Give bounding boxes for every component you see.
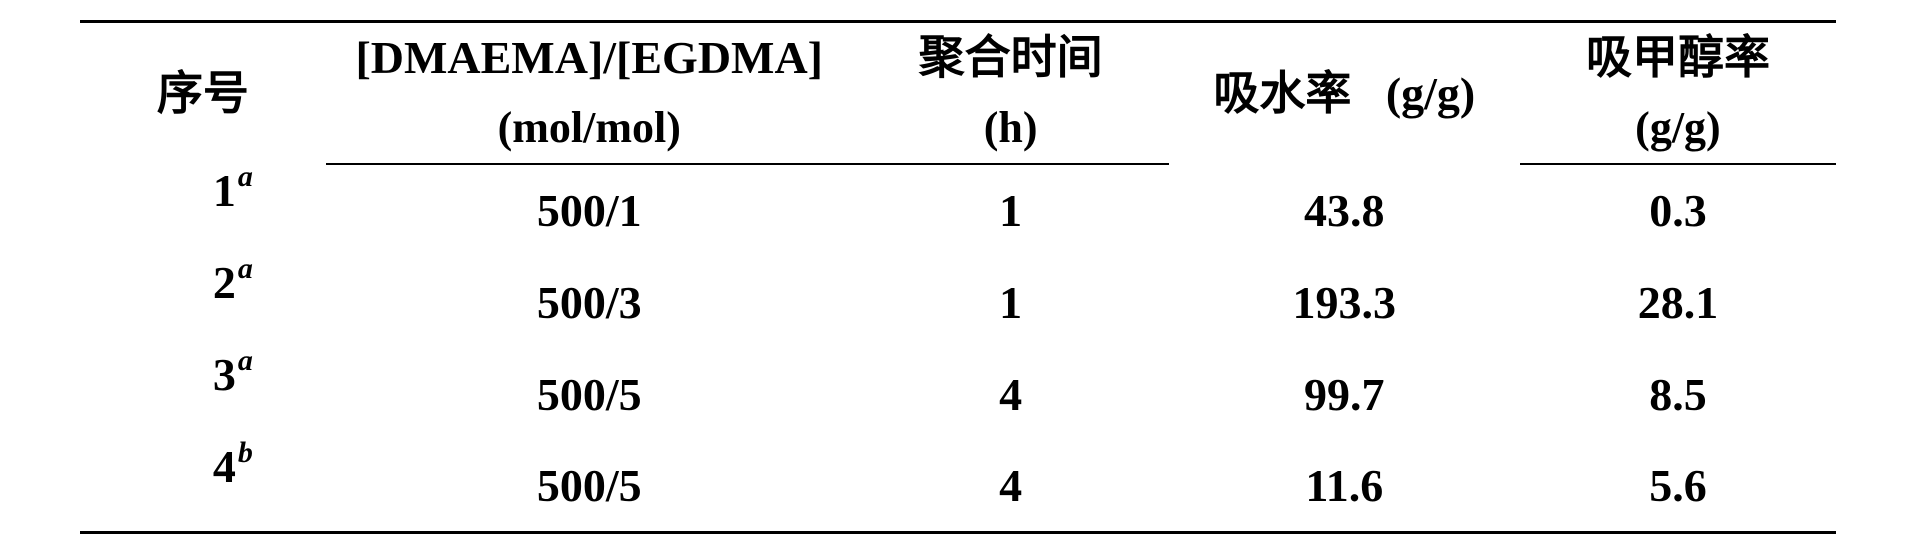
cell-seq: 2a	[80, 256, 326, 348]
cell-meoh: 0.3	[1520, 164, 1836, 256]
col-header-meoh-unit: (g/g)	[1520, 93, 1836, 164]
table-row: 3a 500/5 4 99.7 8.5	[80, 348, 1836, 440]
cell-seq: 3a	[80, 348, 326, 440]
col-header-seq: 序号	[80, 22, 326, 165]
cell-time: 4	[853, 440, 1169, 532]
col-header-time-unit: (h)	[853, 93, 1169, 164]
table-row: 4b 500/5 4 11.6 5.6	[80, 440, 1836, 532]
col-header-time: 聚合时间	[853, 22, 1169, 94]
cell-seq: 1a	[80, 164, 326, 256]
table-header: 序号 [DMAEMA]/[EGDMA] 聚合时间 吸水率 (g/g) 吸甲醇率 …	[80, 22, 1836, 165]
cell-ratio: 500/5	[326, 440, 853, 532]
cell-meoh: 28.1	[1520, 256, 1836, 348]
cell-meoh: 5.6	[1520, 440, 1836, 532]
cell-seq: 4b	[80, 440, 326, 532]
cell-time: 1	[853, 164, 1169, 256]
col-header-ratio-unit: (mol/mol)	[326, 93, 853, 164]
col-header-meoh: 吸甲醇率	[1520, 22, 1836, 94]
cell-ratio: 500/1	[326, 164, 853, 256]
cell-ratio: 500/3	[326, 256, 853, 348]
cell-time: 1	[853, 256, 1169, 348]
seq-number: 3	[213, 348, 236, 401]
cell-ratio: 500/5	[326, 348, 853, 440]
seq-number: 1	[213, 164, 236, 217]
seq-superscript: a	[236, 344, 253, 377]
cell-water: 99.7	[1169, 348, 1520, 440]
col-header-water-unit: (g/g)	[1386, 68, 1475, 119]
col-header-water: 吸水率 (g/g)	[1169, 22, 1520, 165]
table-row: 1a 500/1 1 43.8 0.3	[80, 164, 1836, 256]
table-row: 2a 500/3 1 193.3 28.1	[80, 256, 1836, 348]
seq-superscript: b	[236, 436, 253, 469]
cell-meoh: 8.5	[1520, 348, 1836, 440]
cell-water: 43.8	[1169, 164, 1520, 256]
table-body: 1a 500/1 1 43.8 0.3 2a 500/3 1 193.3 28.…	[80, 164, 1836, 532]
col-header-ratio: [DMAEMA]/[EGDMA]	[326, 22, 853, 94]
seq-number: 2	[213, 256, 236, 309]
seq-superscript: a	[236, 252, 253, 285]
cell-time: 4	[853, 348, 1169, 440]
col-header-water-label: 吸水率	[1213, 68, 1351, 119]
cell-water: 193.3	[1169, 256, 1520, 348]
data-table: 序号 [DMAEMA]/[EGDMA] 聚合时间 吸水率 (g/g) 吸甲醇率 …	[80, 20, 1836, 534]
cell-water: 11.6	[1169, 440, 1520, 532]
seq-number: 4	[213, 440, 236, 493]
seq-superscript: a	[236, 160, 253, 193]
data-table-container: 序号 [DMAEMA]/[EGDMA] 聚合时间 吸水率 (g/g) 吸甲醇率 …	[0, 0, 1916, 560]
